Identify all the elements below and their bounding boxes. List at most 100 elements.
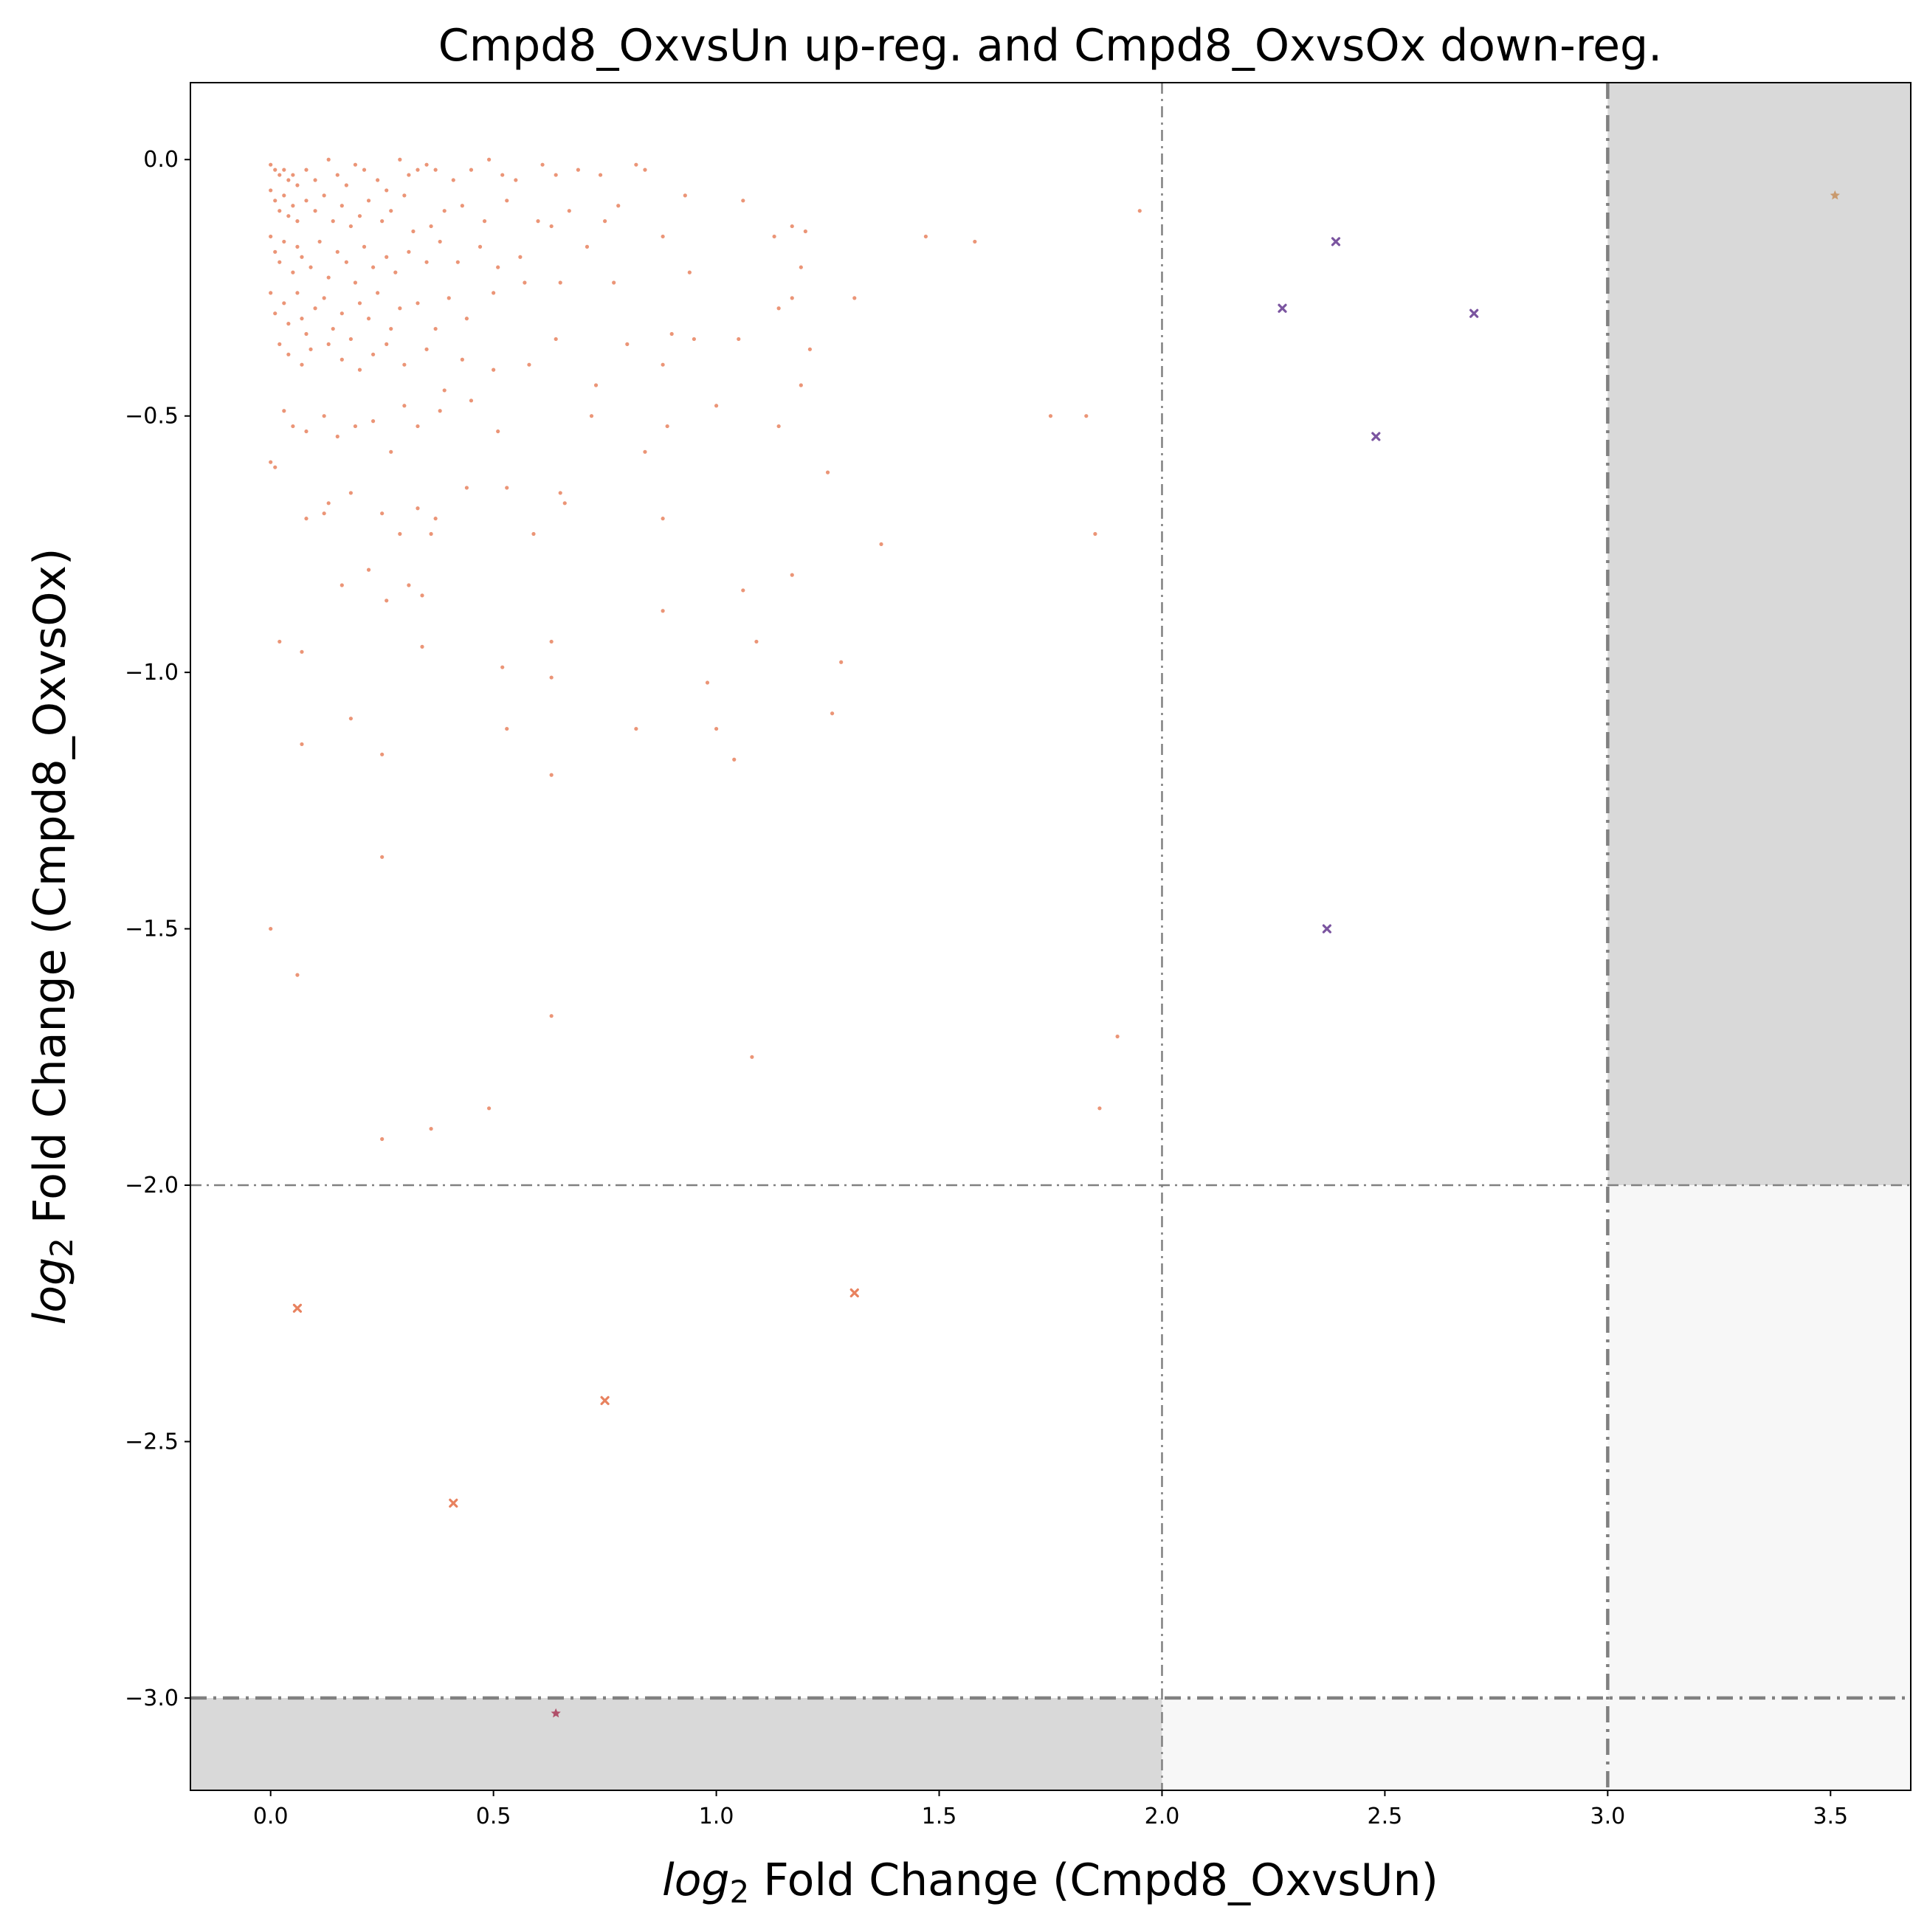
data-point: [366, 567, 371, 572]
data-point: [269, 291, 273, 295]
data-point: [389, 326, 393, 331]
shaded-region: [190, 1697, 1162, 1790]
data-point: [540, 162, 545, 167]
x-marker-point: [1469, 308, 1479, 318]
data-point: [500, 665, 505, 669]
data-point: [380, 752, 385, 756]
data-point: [416, 506, 420, 511]
data-point: [558, 280, 562, 285]
data-point: [402, 193, 407, 198]
x-axis-label-text: Fold Change (Cmpd8_OxvsUn): [749, 1855, 1438, 1906]
data-point: [420, 644, 424, 649]
data-point: [295, 183, 300, 187]
x-marker-point: [1371, 432, 1381, 441]
star-marker-point: [1830, 190, 1840, 200]
data-point: [879, 542, 883, 547]
data-point: [326, 157, 331, 162]
data-point: [308, 347, 313, 351]
data-point: [322, 296, 326, 300]
data-point: [269, 460, 273, 464]
data-point: [616, 204, 621, 208]
data-point: [429, 531, 433, 537]
data-point: [661, 609, 665, 613]
x-tick-label: 0.0: [253, 1804, 289, 1829]
data-point: [344, 260, 348, 264]
data-point: [348, 717, 353, 721]
data-point: [370, 352, 376, 356]
data-point: [300, 649, 304, 654]
data-point: [282, 193, 286, 198]
data-point: [643, 449, 647, 454]
data-point: [661, 517, 665, 521]
data-point: [438, 409, 442, 413]
x-marker-point: [292, 1303, 303, 1313]
data-point: [353, 424, 358, 429]
data-point: [385, 342, 389, 346]
data-point: [273, 465, 277, 469]
data-point: [429, 224, 433, 229]
data-point: [487, 1106, 492, 1111]
data-point: [269, 234, 273, 239]
data-point: [598, 173, 603, 177]
data-point: [825, 470, 830, 475]
data-point: [308, 265, 313, 269]
data-point: [772, 234, 776, 239]
data-point: [326, 275, 331, 280]
data-point: [335, 173, 339, 177]
data-point: [353, 162, 358, 167]
data-point: [451, 178, 455, 182]
data-point: [335, 249, 339, 254]
y-axis-label-subscript: 2: [44, 1238, 80, 1257]
data-point: [549, 773, 554, 777]
data-point: [282, 301, 286, 306]
data-point: [339, 357, 344, 362]
data-point: [313, 306, 317, 311]
y-tick-label: −2.0: [125, 1173, 179, 1198]
data-point: [295, 219, 300, 224]
data-point: [380, 219, 385, 224]
data-point: [661, 234, 665, 239]
data-point: [380, 855, 385, 859]
plot-frame: [190, 82, 1912, 1791]
data-point: [438, 239, 442, 244]
data-point: [407, 249, 411, 254]
x-marker-point: [849, 1288, 859, 1298]
data-point: [304, 168, 308, 172]
data-point: [335, 434, 339, 439]
data-point: [269, 188, 273, 193]
data-point: [407, 583, 411, 587]
data-point: [790, 224, 794, 229]
x-marker-point: [449, 1498, 458, 1508]
data-point: [549, 639, 554, 644]
data-point: [291, 270, 295, 275]
x-axis-label: log2 Fold Change (Cmpd8_OxvsUn): [662, 1855, 1438, 1910]
data-point: [273, 168, 277, 172]
data-point: [286, 322, 291, 326]
data-point: [447, 296, 451, 300]
data-point: [269, 926, 273, 931]
data-point: [291, 204, 295, 208]
data-point: [370, 265, 376, 269]
data-point: [277, 639, 282, 644]
data-point: [277, 342, 282, 346]
data-point: [322, 511, 326, 516]
data-point: [300, 362, 304, 367]
x-axis-label-subscript: 2: [730, 1874, 750, 1910]
data-point: [464, 317, 469, 321]
data-point: [505, 486, 509, 490]
data-point: [353, 280, 358, 285]
data-point: [362, 244, 367, 249]
data-point: [429, 1126, 433, 1131]
data-point: [433, 326, 438, 331]
data-point: [331, 219, 335, 224]
data-point: [714, 404, 719, 408]
data-point: [634, 162, 638, 167]
data-point: [402, 404, 407, 408]
data-point: [531, 531, 536, 537]
data-point: [603, 219, 607, 224]
data-point: [803, 229, 807, 234]
data-point: [326, 342, 331, 346]
data-point: [496, 429, 500, 434]
y-tick-label: −0.5: [125, 404, 179, 429]
